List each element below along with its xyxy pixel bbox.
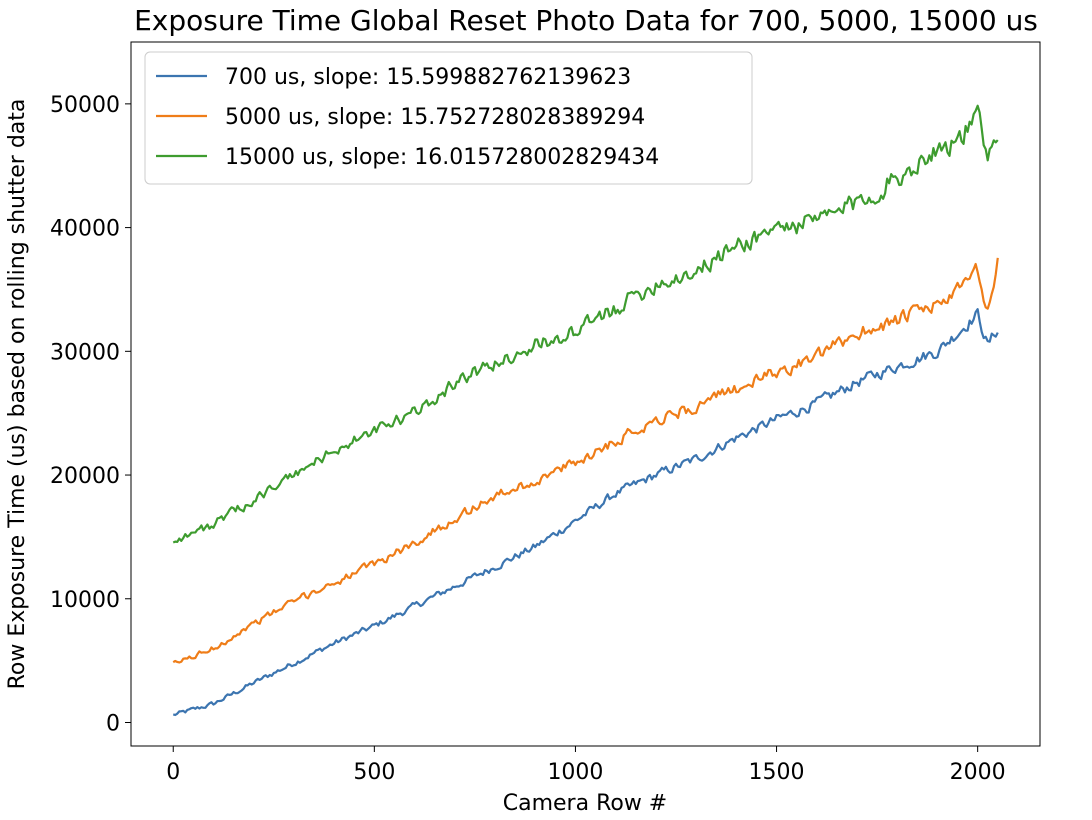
x-tick-label: 1500: [749, 760, 805, 785]
y-tick-label: 40000: [50, 217, 120, 242]
plot-frame: [130, 41, 1041, 747]
y-tick-label: 0: [106, 711, 120, 736]
plot-area: [172, 104, 999, 717]
series-line: [172, 308, 999, 717]
y-axis: 0 10000 20000 30000 40000 50000: [50, 93, 131, 736]
chart-title: Exposure Time Global Reset Photo Data fo…: [134, 4, 1038, 37]
legend-label: 5000 us, slope: 15.752728028389294: [225, 105, 645, 130]
x-axis: 0 500 1000 1500 2000: [166, 746, 1006, 785]
legend: 700 us, slope: 15.599882762139623 5000 us…: [144, 51, 753, 185]
x-tick-label: 500: [353, 760, 395, 785]
y-tick-label: 10000: [50, 588, 120, 613]
x-axis-title: Camera Row #: [503, 791, 668, 816]
series-line: [172, 104, 999, 544]
legend-box: [144, 51, 753, 185]
y-tick-label: 50000: [50, 93, 120, 118]
y-axis-title: Row Exposure Time (us) based on rolling …: [5, 99, 30, 690]
y-tick-label: 30000: [50, 340, 120, 365]
x-tick-label: 0: [166, 760, 180, 785]
legend-label: 15000 us, slope: 16.015728002829434: [225, 145, 659, 170]
y-tick-label: 20000: [50, 464, 120, 489]
legend-label: 700 us, slope: 15.599882762139623: [225, 65, 631, 90]
x-tick-label: 2000: [950, 760, 1006, 785]
series-line: [172, 257, 999, 664]
x-tick-label: 1000: [547, 760, 603, 785]
